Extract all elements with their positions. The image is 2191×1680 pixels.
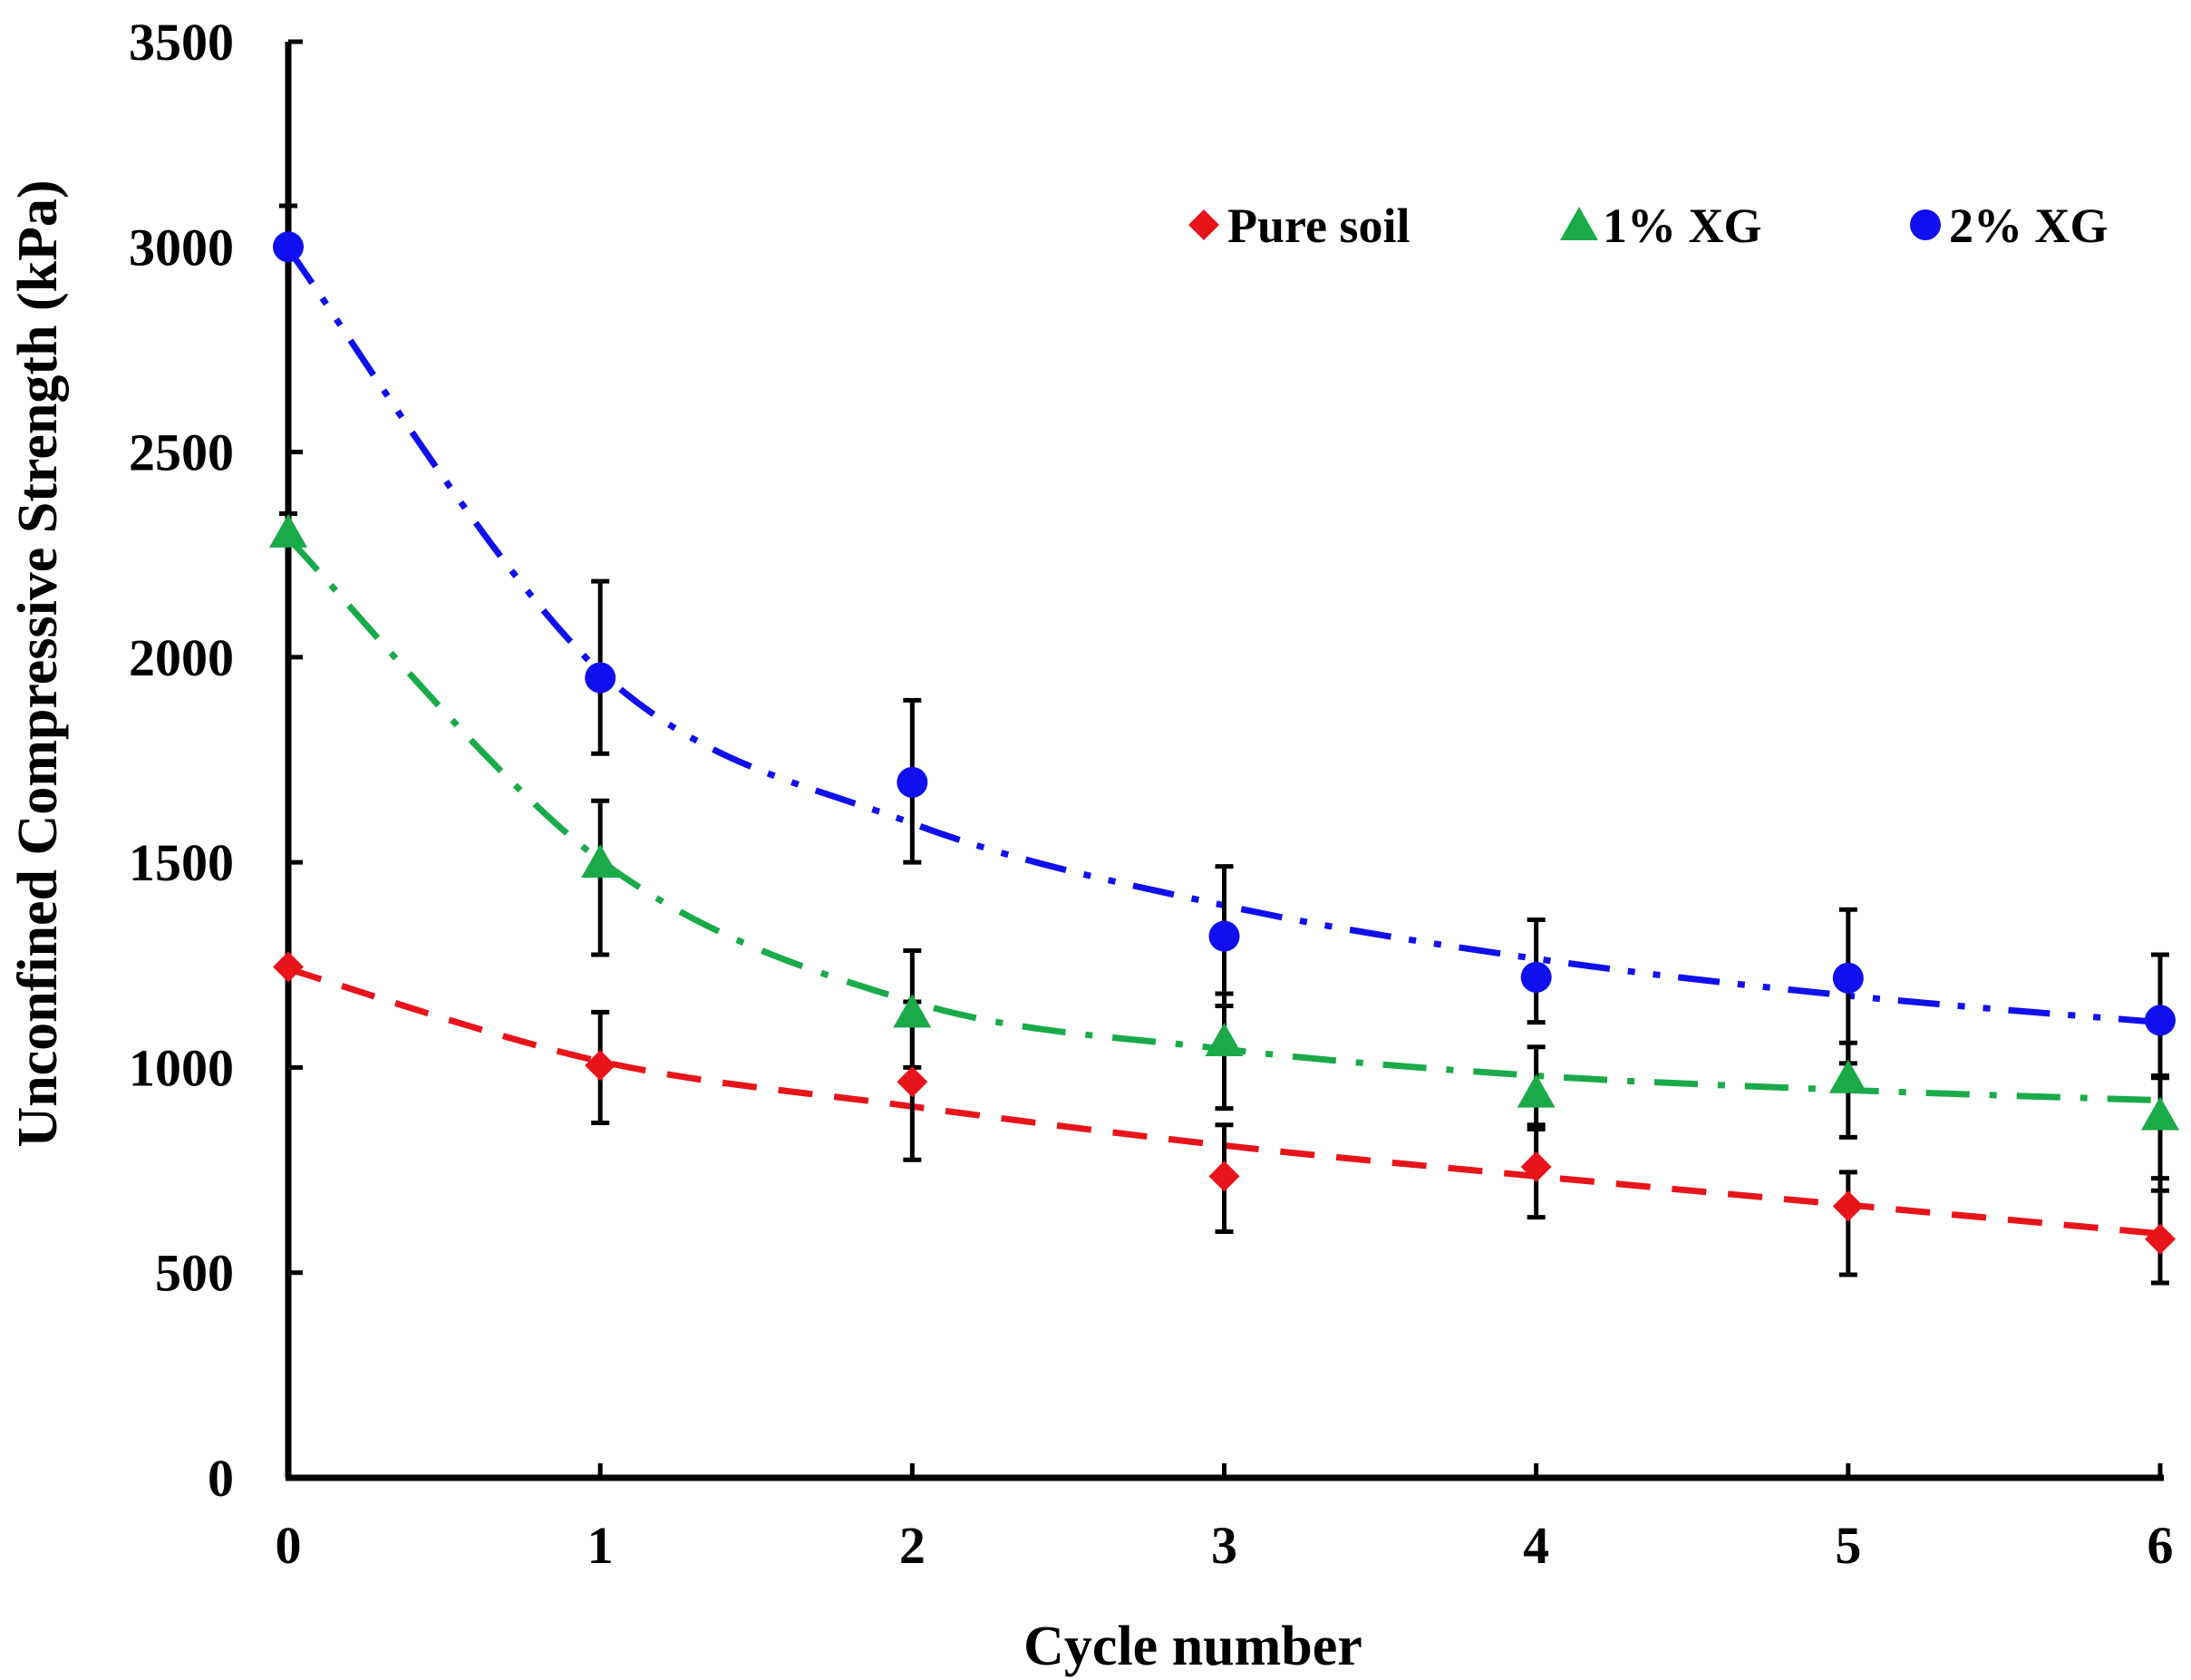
data-point [897,766,928,798]
y-axis-title: Unconfined Compressive Strength (kPa) [7,180,69,1147]
x-tick-label: 0 [276,1516,302,1575]
axes [285,42,2164,1481]
y-tick-label: 500 [155,1244,234,1303]
legend-marker [1188,209,1219,240]
x-tick-label: 3 [1211,1516,1237,1575]
x-tick-label: 1 [587,1516,614,1575]
y-tick-label: 0 [208,1449,234,1508]
x-tick-label: 2 [899,1516,926,1575]
y-tick-label: 3500 [129,13,234,72]
data-point [1520,1151,1552,1182]
data-point [897,1066,928,1098]
x-axis-title: Cycle number [1023,1616,1362,1677]
ticks: 0 500 1000 1500 2000 2500 3000 3500 0 1 2 3 4 5 6 [129,13,2174,1575]
legend-label: 1% XG [1603,199,1762,253]
legend-label: 2% XG [1949,199,2109,253]
data-point [1208,920,1240,952]
data-point [581,844,620,879]
y-tick-label: 1500 [129,833,234,892]
data-point [2145,1005,2176,1036]
data-point [1832,962,1864,994]
y-tick-label: 1000 [129,1038,234,1097]
data-point [1517,1073,1556,1108]
error-bars [279,203,2169,1286]
data-point [585,1050,616,1082]
x-tick-label: 6 [2147,1516,2174,1575]
y-tick-label: 2000 [129,628,234,687]
data-point [2141,1096,2179,1131]
legend: Pure soil 1% XG 2% XG [1188,199,2109,253]
data-point [1832,1190,1864,1222]
legend-marker [1910,209,1941,240]
data-point [1208,1160,1240,1192]
x-tick-label: 4 [1523,1516,1549,1575]
data-point [2145,1223,2176,1255]
legend-label: Pure soil [1227,199,1411,253]
data-point [1828,1059,1867,1093]
legend-marker [1560,207,1598,240]
y-tick-label: 2500 [129,423,234,482]
trend-line [286,247,2161,1026]
data-point [585,662,616,694]
data-point [1205,1023,1244,1057]
data-markers [269,231,2179,1255]
data-point [1520,961,1552,993]
x-tick-label: 5 [1835,1516,1861,1575]
data-point [273,231,304,263]
data-point [273,951,304,983]
data-point [893,994,932,1028]
y-tick-label: 3000 [129,218,234,277]
data-point [269,513,307,548]
